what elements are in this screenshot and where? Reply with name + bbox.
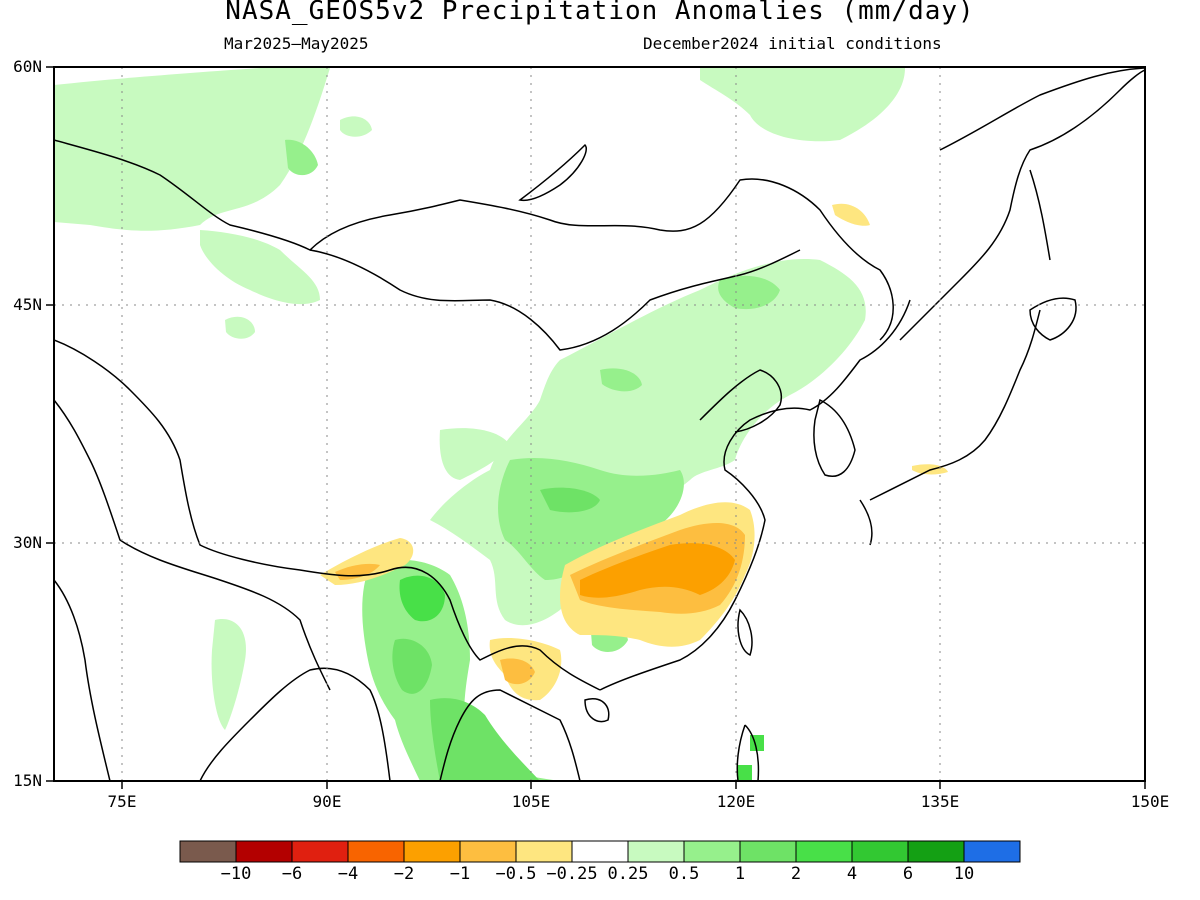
colorbar-swatch <box>683 840 741 863</box>
japan-kyushu <box>859 499 873 546</box>
colorbar-swatch <box>235 840 293 863</box>
colorbar-swatch <box>627 840 685 863</box>
japan-honshu <box>869 309 1041 501</box>
colorbar-swatch <box>515 840 573 863</box>
sakhalin <box>1029 169 1051 261</box>
coastlines-and-borders <box>54 67 1145 781</box>
wet-region-thailand <box>430 698 540 781</box>
india-border <box>54 399 331 691</box>
wet-region-qinghai <box>439 428 510 480</box>
colorbar-label: −1 <box>449 864 471 884</box>
colorbar-swatch <box>459 840 517 863</box>
dry-region-yangtze-core <box>580 543 735 598</box>
colorbar-label: 0.25 <box>607 864 649 884</box>
lake-baikal <box>518 143 587 202</box>
wet-region-kazakh <box>200 230 320 305</box>
luzon <box>736 724 760 781</box>
dry-region-amur <box>832 203 870 226</box>
figure-title: NASA_GEOS5v2 Precipitation Anomalies (mm… <box>225 0 975 26</box>
wet-region-loess-core <box>540 487 600 513</box>
colorbar-label: −0.5 <box>495 864 537 884</box>
colorbar-label: 1 <box>734 864 746 884</box>
forecast-period: Mar2025–May2025 <box>224 34 369 53</box>
taiwan <box>737 608 753 657</box>
lon-label-90e: 90E <box>312 792 342 811</box>
lon-label-75e: 75E <box>107 792 137 811</box>
bohai-coast <box>699 369 782 433</box>
okhotsk-coast <box>939 67 1145 151</box>
gridlines <box>54 67 1145 781</box>
hainan <box>584 698 610 723</box>
colorbar-swatch <box>851 840 909 863</box>
wet-region-northeast <box>700 68 905 142</box>
colorbar-label: 2 <box>790 864 802 884</box>
dry-region-guangxi-core <box>500 658 535 685</box>
colorbar-swatch <box>179 840 237 863</box>
russia-china-border <box>54 139 894 341</box>
wet-region-manchuria <box>718 275 780 310</box>
wet-region-siberia-patch <box>285 139 318 176</box>
colorbar-label: −2 <box>393 864 415 884</box>
lon-label-135e: 135E <box>920 792 960 811</box>
colorbar-swatch <box>571 840 629 863</box>
wet-region-west-siberia <box>54 68 330 231</box>
wet-region-loess <box>498 458 684 580</box>
colorbar-swatch <box>739 840 797 863</box>
colorbar <box>179 840 1021 863</box>
china-west-border <box>54 339 601 691</box>
russia-pacific-coast <box>899 69 1145 341</box>
wet-region-luzon-south <box>738 765 752 781</box>
colorbar-label: 10 <box>953 864 975 884</box>
colorbar-swatch <box>347 840 405 863</box>
bay-of-bengal-coast <box>54 579 391 781</box>
hokkaido <box>1029 297 1077 341</box>
colorbar-swatch <box>795 840 853 863</box>
colorbar-label: −6 <box>281 864 303 884</box>
colorbar-swatch <box>403 840 461 863</box>
lon-label-105e: 105E <box>511 792 551 811</box>
colorbar-label: 0.5 <box>668 864 700 884</box>
anomaly-shading <box>54 68 948 781</box>
wet-region-north-central <box>340 116 372 137</box>
colorbar-swatch <box>291 840 349 863</box>
mongolia-border <box>309 249 801 351</box>
colorbar-label: −4 <box>337 864 359 884</box>
map-frame <box>53 66 1146 782</box>
colorbar-label: 4 <box>846 864 858 884</box>
wet-region-hebei <box>600 368 642 392</box>
lat-label-60n: 60N <box>13 57 42 76</box>
colorbar-swatch <box>963 840 1021 863</box>
lon-label-150e: 150E <box>1130 792 1170 811</box>
lat-label-30n: 30N <box>13 533 42 552</box>
colorbar-label: −0.25 <box>546 864 598 884</box>
lat-label-45n: 45N <box>13 295 42 314</box>
china-east-coast <box>599 299 911 691</box>
lon-label-120e: 120E <box>716 792 756 811</box>
lat-label-15n: 15N <box>13 771 42 790</box>
korea-coast <box>813 398 856 477</box>
tick-marks <box>46 66 1146 789</box>
wet-region-myanmar-mid <box>392 638 432 694</box>
initial-conditions: December2024 initial conditions <box>643 34 942 53</box>
wet-region-tarim <box>225 316 255 339</box>
colorbar-label: −10 <box>220 864 252 884</box>
indochina-coast <box>439 689 581 781</box>
wet-region-india-east <box>211 619 246 730</box>
wet-region-myanmar-core <box>399 575 445 622</box>
colorbar-swatch <box>907 840 965 863</box>
colorbar-label: 6 <box>902 864 914 884</box>
